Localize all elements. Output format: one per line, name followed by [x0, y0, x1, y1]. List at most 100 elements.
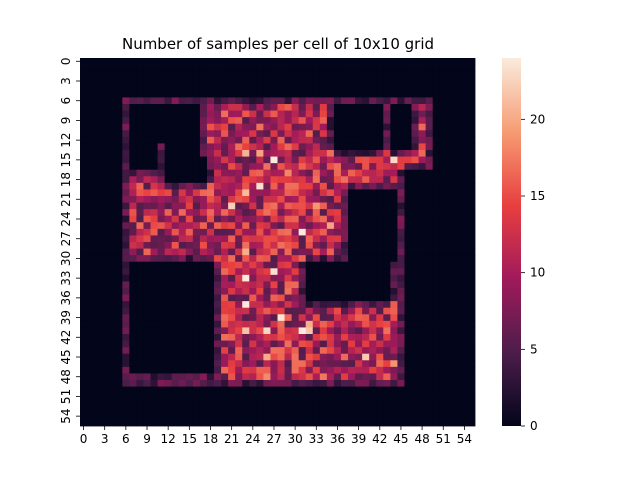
heatmap-cell [270, 64, 278, 72]
heatmap-cell [178, 136, 187, 144]
heatmap-cell [460, 281, 469, 289]
heatmap-cell [348, 248, 356, 256]
heatmap-cell [87, 209, 95, 217]
heatmap-cell [214, 71, 222, 79]
heatmap-cell [164, 294, 173, 302]
heatmap-cell [263, 228, 271, 236]
heatmap-cell [270, 347, 278, 355]
heatmap-cell [185, 380, 194, 387]
heatmap-cell [453, 406, 462, 414]
heatmap-cell [397, 242, 405, 249]
x-tick-label: 33 [309, 432, 324, 446]
heatmap-cell [404, 77, 412, 85]
heatmap-cell [221, 202, 229, 210]
heatmap-cell [326, 288, 335, 295]
heatmap-cell [164, 123, 173, 131]
heatmap-cell [390, 327, 398, 335]
heatmap-cell [164, 406, 173, 414]
heatmap-cell [214, 242, 222, 249]
heatmap-cell [185, 215, 194, 223]
heatmap-cell [228, 202, 236, 210]
heatmap-cell [214, 104, 222, 111]
heatmap-cell [376, 412, 384, 420]
heatmap-cell [143, 71, 151, 79]
heatmap-cell [376, 189, 384, 197]
heatmap-cell [453, 77, 462, 85]
heatmap-cell [355, 215, 363, 223]
heatmap-cell [277, 307, 285, 315]
heatmap-cell [256, 248, 264, 256]
heatmap-cell [404, 281, 412, 289]
heatmap-cell [115, 71, 123, 79]
heatmap-cell [143, 143, 151, 151]
heatmap-cell [136, 380, 144, 387]
heatmap-cell [164, 104, 173, 111]
heatmap-cell [235, 248, 243, 256]
heatmap-cell [340, 366, 349, 374]
heatmap-cell [256, 90, 264, 98]
heatmap-cell [143, 412, 151, 420]
heatmap-cell [192, 176, 201, 184]
heatmap-cell [291, 196, 300, 203]
heatmap-cell [206, 360, 215, 368]
heatmap-cell [122, 143, 130, 151]
heatmap-cell [439, 176, 448, 184]
heatmap-cell [383, 182, 391, 190]
heatmap-cell [425, 248, 434, 256]
heatmap-cell [305, 97, 314, 105]
heatmap-cell [362, 386, 370, 394]
heatmap-cell [369, 301, 377, 309]
heatmap-cell [383, 412, 391, 420]
heatmap-cell [284, 104, 292, 111]
heatmap-cell [87, 419, 95, 427]
heatmap-cell [171, 110, 180, 118]
heatmap-cell [411, 393, 419, 401]
heatmap-cell [291, 136, 300, 144]
heatmap-cell [390, 274, 398, 282]
heatmap-cell [185, 307, 194, 315]
heatmap-cell [157, 196, 166, 203]
heatmap-cell [460, 202, 469, 210]
heatmap-cell [87, 130, 95, 138]
heatmap-cell [115, 228, 123, 236]
heatmap-cell [425, 156, 434, 164]
heatmap-cell [376, 117, 384, 125]
heatmap-cell [460, 268, 469, 276]
heatmap-cell [312, 406, 321, 414]
heatmap-cell [425, 215, 434, 223]
heatmap-cell [404, 209, 412, 217]
heatmap-cell [192, 274, 201, 282]
heatmap-cell [256, 130, 264, 138]
heatmap-cell [101, 104, 109, 111]
heatmap-cell [263, 307, 271, 315]
heatmap-cell [263, 110, 271, 118]
heatmap-cell [446, 176, 455, 184]
heatmap-cell [115, 274, 123, 282]
heatmap-cell [291, 399, 300, 407]
heatmap-cell [101, 215, 109, 223]
heatmap-cell [206, 386, 215, 394]
heatmap-cell [411, 399, 419, 407]
heatmap-cell [305, 242, 314, 249]
heatmap-cell [228, 248, 236, 256]
heatmap-cell [376, 327, 384, 335]
heatmap-cell [136, 248, 144, 256]
heatmap-cell [221, 130, 229, 138]
heatmap-cell [326, 202, 335, 210]
heatmap-cell [340, 71, 349, 79]
heatmap-cell [150, 222, 158, 230]
heatmap-cell [228, 301, 236, 309]
heatmap-cell [446, 255, 455, 263]
heatmap-cell [249, 215, 257, 223]
heatmap-cell [284, 130, 292, 138]
heatmap-cell [108, 117, 116, 125]
heatmap-cell [333, 84, 342, 92]
heatmap-cell [206, 64, 215, 72]
heatmap-cell [249, 274, 257, 282]
heatmap-cell [432, 143, 441, 151]
heatmap-cell [143, 386, 151, 394]
heatmap-cell [143, 130, 151, 138]
heatmap-cell [101, 209, 109, 217]
heatmap-cell [235, 268, 243, 276]
heatmap-cell [115, 143, 123, 151]
